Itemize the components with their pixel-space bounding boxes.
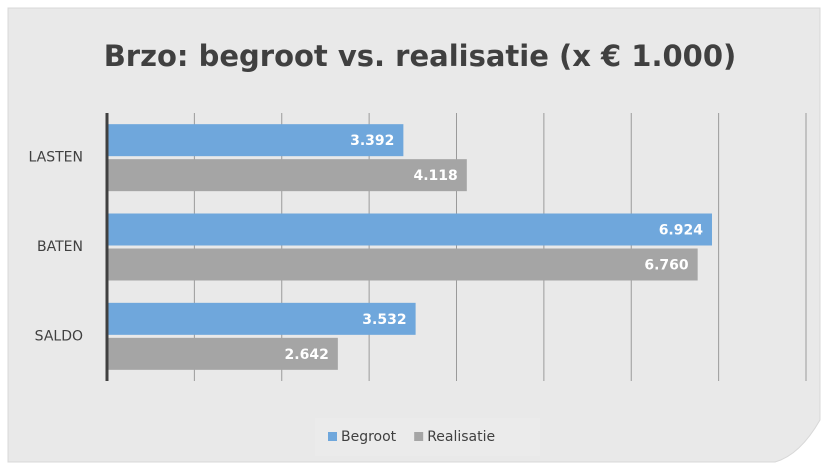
bar — [107, 213, 712, 246]
bar — [107, 337, 338, 370]
data-label: 2.642 — [285, 347, 329, 363]
bar — [107, 302, 416, 335]
legend-swatch — [328, 432, 337, 441]
y-tick-label: SALDO — [35, 328, 83, 344]
legend-label: Begroot — [341, 429, 397, 445]
data-label: 6.924 — [659, 223, 704, 239]
bar — [107, 124, 404, 157]
bar — [107, 248, 698, 281]
y-tick-label: LASTEN — [29, 150, 83, 166]
chart-title: Brzo: begroot vs. realisatie (x € 1.000) — [104, 39, 737, 73]
legend-label: Realisatie — [427, 429, 495, 445]
legend-box — [315, 418, 540, 456]
data-label: 6.760 — [644, 258, 689, 274]
y-tick-label: BATEN — [37, 239, 83, 255]
data-label: 4.118 — [414, 168, 458, 184]
data-label: 3.392 — [350, 133, 394, 149]
legend-swatch — [414, 432, 424, 441]
data-label: 3.532 — [362, 312, 406, 328]
bar — [107, 159, 467, 192]
legend: Begroot Realisatie — [315, 418, 540, 456]
